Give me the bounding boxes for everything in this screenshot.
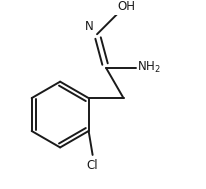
Text: NH$_2$: NH$_2$	[137, 60, 160, 75]
Text: Cl: Cl	[87, 159, 98, 171]
Text: OH: OH	[118, 0, 136, 13]
Text: N: N	[85, 20, 94, 33]
